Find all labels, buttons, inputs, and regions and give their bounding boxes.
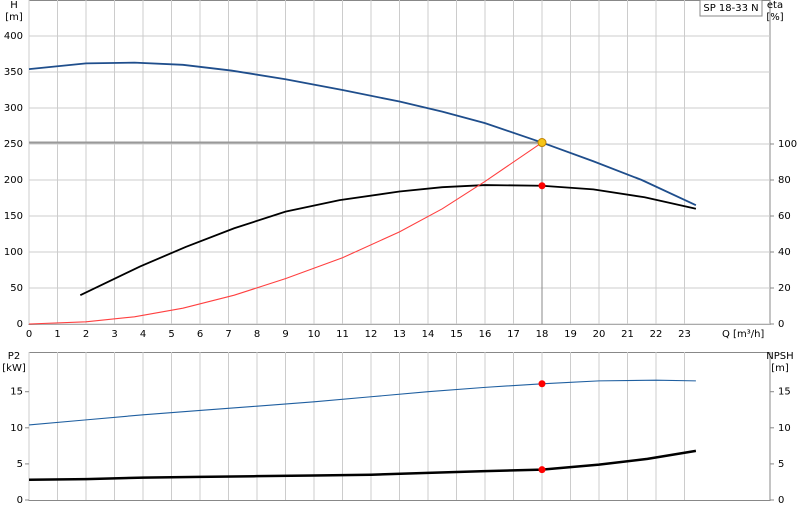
x-tick-label: 22 <box>650 329 663 340</box>
y2-tick-label: 80 <box>778 175 791 186</box>
plot: 0 1 2 3 4 5 6 7 8 9 10 11 12 13 14 15 16 17 18 19 20 21 22 2305… <box>4 0 797 340</box>
y2-axis-label: eta <box>767 0 783 11</box>
y-tick-label: 150 <box>4 211 23 222</box>
x-tick-label: 18 <box>536 329 549 340</box>
x-tick-label: 3 <box>111 329 117 340</box>
y-axis-unit: [kW] <box>2 363 26 374</box>
x-tick-label: 17 <box>507 329 520 340</box>
x-tick-label: 4 <box>140 329 146 340</box>
plot: 0 5 10 15 0 5 10 15 P2[kW] NPSH[m] <box>2 351 793 506</box>
y2-axis-unit: [m] <box>771 363 789 374</box>
title-box <box>699 0 763 17</box>
x-tick-label: 10 <box>308 329 321 340</box>
y2-tick-label: 60 <box>778 211 791 222</box>
duty-eta <box>538 182 546 190</box>
x-tick-label: 20 <box>593 329 606 340</box>
curve <box>28 379 696 426</box>
x-tick-label: 13 <box>393 329 406 340</box>
y2-axis-unit: [%] <box>766 12 783 23</box>
curve <box>28 449 697 482</box>
curve <box>28 142 543 325</box>
y-tick-label: 100 <box>4 247 23 258</box>
y2-tick-label: 0 <box>778 495 784 506</box>
y-tick-label: 10 <box>10 423 23 434</box>
y-tick-label: 50 <box>10 283 23 294</box>
x-tick-label: 19 <box>564 329 577 340</box>
y-axis-label: H <box>10 0 18 11</box>
y-axis-label: P2 <box>8 351 20 362</box>
y-tick-label: 15 <box>10 387 23 398</box>
x-tick-label: 9 <box>282 329 288 340</box>
x-tick-label: 12 <box>365 329 378 340</box>
x-axis-label: Q [m³/h] <box>722 329 764 340</box>
y-tick-label: 5 <box>17 459 23 470</box>
y2-tick-label: 100 <box>778 139 797 150</box>
y-tick-label: 300 <box>4 103 23 114</box>
chart-title: SP 18-33 N <box>703 3 758 14</box>
x-tick-label: 7 <box>225 329 231 340</box>
x-tick-label: 2 <box>83 329 89 340</box>
x-tick-label: 16 <box>479 329 492 340</box>
y-tick-label: 400 <box>4 31 23 42</box>
y-axis-unit: [m] <box>5 12 23 23</box>
y2-tick-label: 15 <box>778 387 791 398</box>
duty-point <box>537 138 547 148</box>
x-tick-label: 6 <box>197 329 203 340</box>
x-tick-label: 23 <box>678 329 691 340</box>
curve <box>28 61 697 207</box>
x-tick-label: 1 <box>54 329 60 340</box>
y-tick-label: 200 <box>4 175 23 186</box>
duty-npsh <box>538 466 546 474</box>
x-tick-label: 11 <box>336 329 349 340</box>
y-tick-label: 250 <box>4 139 23 150</box>
y2-tick-label: 20 <box>778 283 791 294</box>
y2-tick-label: 10 <box>778 423 791 434</box>
y-tick-label: 350 <box>4 67 23 78</box>
x-tick-label: 8 <box>254 329 260 340</box>
x-tick-label: 15 <box>450 329 463 340</box>
x-tick-label: 5 <box>168 329 174 340</box>
y-tick-label: 0 <box>17 319 23 330</box>
y2-tick-label: 40 <box>778 247 791 258</box>
y2-tick-label: 5 <box>778 459 784 470</box>
y2-tick-label: 0 <box>778 319 784 330</box>
x-tick-label: 21 <box>621 329 634 340</box>
duty-p2 <box>538 380 546 388</box>
y-tick-label: 0 <box>17 495 23 506</box>
x-tick-label: 14 <box>422 329 435 340</box>
curve <box>79 184 697 297</box>
y2-axis-label: NPSH <box>766 351 793 362</box>
x-tick-label: 0 <box>26 329 32 340</box>
